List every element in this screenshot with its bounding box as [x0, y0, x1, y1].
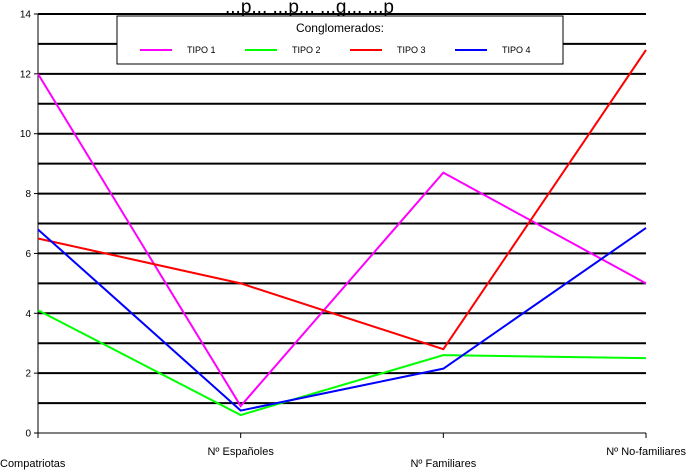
y-tick-label: 6: [25, 249, 31, 260]
x-category-label: Compatriotas: [0, 458, 66, 470]
series-line-tipo-1: [37, 73, 647, 408]
y-tick-label: 2: [25, 369, 31, 380]
y-tick-label: 10: [20, 129, 32, 140]
legend-title: Conglomerados:: [296, 21, 384, 35]
series-line-tipo-2: [37, 309, 647, 417]
legend-entry-label: TIPO 1: [187, 45, 216, 55]
y-axis-ticks: 0 2 4 6 8 10 12 14: [20, 10, 38, 440]
legend: Conglomerados: TIPO 1 TIPO 2 TIPO 3 TIPO 4: [116, 15, 564, 65]
y-tick-label: 8: [25, 189, 31, 200]
x-category-label: Nº Familiares: [410, 458, 476, 470]
x-axis-categories: Compatriotas Nº Españoles Nº Familiares Nº …: [0, 433, 686, 470]
series-line-tipo-4: [37, 227, 647, 412]
gridlines: [38, 13, 646, 405]
axes: [37, 14, 646, 434]
legend-entry-label: TIPO 3: [397, 45, 426, 55]
x-category-label: Nº No-familiares: [606, 446, 686, 458]
y-tick-label: 14: [20, 10, 32, 21]
legend-entry-label: TIPO 2: [292, 45, 321, 55]
series-lines: [37, 49, 647, 417]
y-tick-label: 0: [25, 429, 31, 440]
y-tick-label: 12: [20, 69, 32, 80]
x-category-label: Nº Españoles: [207, 446, 274, 458]
legend-entry-label: TIPO 4: [502, 45, 531, 55]
series-line-tipo-3: [37, 49, 647, 351]
y-tick-label: 4: [25, 309, 31, 320]
legend-box: [116, 15, 564, 65]
clipped-header-text: ...p... ...p... ...g... ...p: [225, 0, 394, 18]
